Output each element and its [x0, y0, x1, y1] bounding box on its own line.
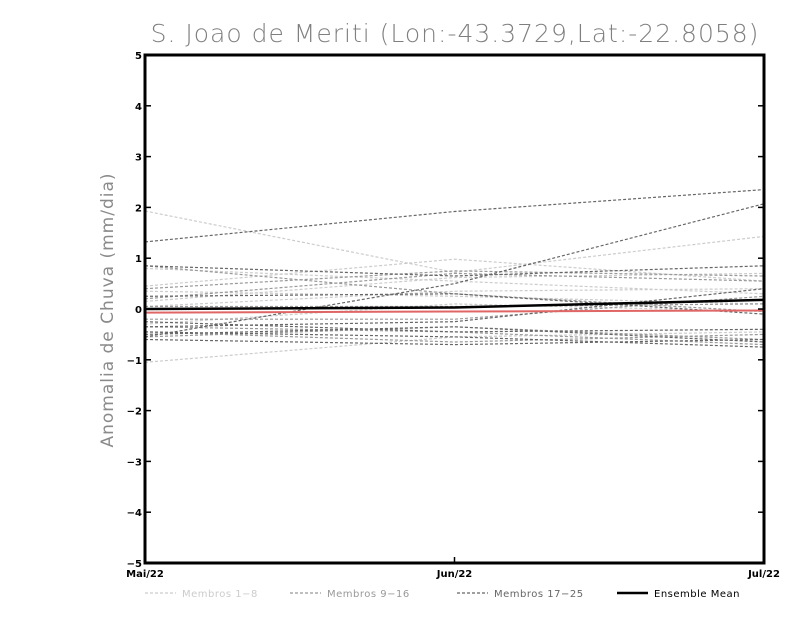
plot-frame	[143, 53, 766, 565]
y-axis-label: Anomalia de Chuva (mm/dia)	[98, 172, 118, 447]
member-line-18	[144, 203, 765, 338]
y-tick-label: −2	[127, 407, 142, 418]
ensemble-mean-line	[144, 298, 765, 311]
x-tick-label: Jul/22	[747, 569, 780, 580]
member-line-8	[144, 288, 765, 308]
y-tick-label: 4	[135, 102, 142, 113]
x-tick-label: Mai/22	[126, 569, 164, 580]
y-tick-label: −3	[127, 457, 142, 468]
member-line-12	[144, 326, 765, 346]
y-tick-label: 3	[135, 153, 142, 164]
member-line-13	[144, 326, 765, 341]
member-line-25	[144, 326, 765, 343]
member-line-2	[144, 331, 765, 363]
legend-label: Ensemble Mean	[654, 589, 740, 600]
member-line-19	[144, 265, 765, 277]
member-line-5	[144, 303, 765, 325]
legend-label: Membros 17−25	[494, 589, 584, 600]
legend-label: Membros 1−8	[182, 589, 258, 600]
member-line-23	[144, 321, 765, 333]
member-line-20	[144, 288, 765, 328]
x-tick-label: Jun/22	[436, 569, 473, 580]
y-tick-label: 5	[135, 51, 142, 62]
plot-area	[144, 189, 765, 363]
member-line-9	[144, 265, 765, 313]
reference-line	[144, 309, 765, 314]
member-line-1	[144, 210, 765, 274]
y-tick-label: 2	[135, 203, 142, 214]
y-tick-label: −5	[127, 559, 142, 570]
chart-title: S. Joao de Meriti (Lon:-43.3729,Lat:-22.…	[151, 19, 760, 48]
member-line-24	[144, 293, 765, 315]
member-line-16	[144, 270, 765, 290]
member-line-17	[144, 189, 765, 243]
legend: Membros 1−8 Membros 9−16 Membros 17−25 Ense…	[145, 589, 740, 600]
member-line-4	[144, 272, 765, 302]
member-line-21	[144, 331, 765, 348]
y-tick-label: −4	[127, 508, 142, 519]
x-axis: Mai/22 Jun/22 Jul/22	[126, 557, 780, 580]
member-line-15	[145, 295, 765, 320]
member-line-14	[145, 303, 765, 308]
legend-label: Membros 9−16	[327, 589, 410, 600]
y-tick-label: 1	[135, 254, 142, 265]
y-tick-label: −1	[127, 356, 142, 367]
member-line-11	[144, 272, 765, 300]
member-line-22	[144, 338, 765, 346]
y-tick-label: 0	[135, 305, 142, 316]
